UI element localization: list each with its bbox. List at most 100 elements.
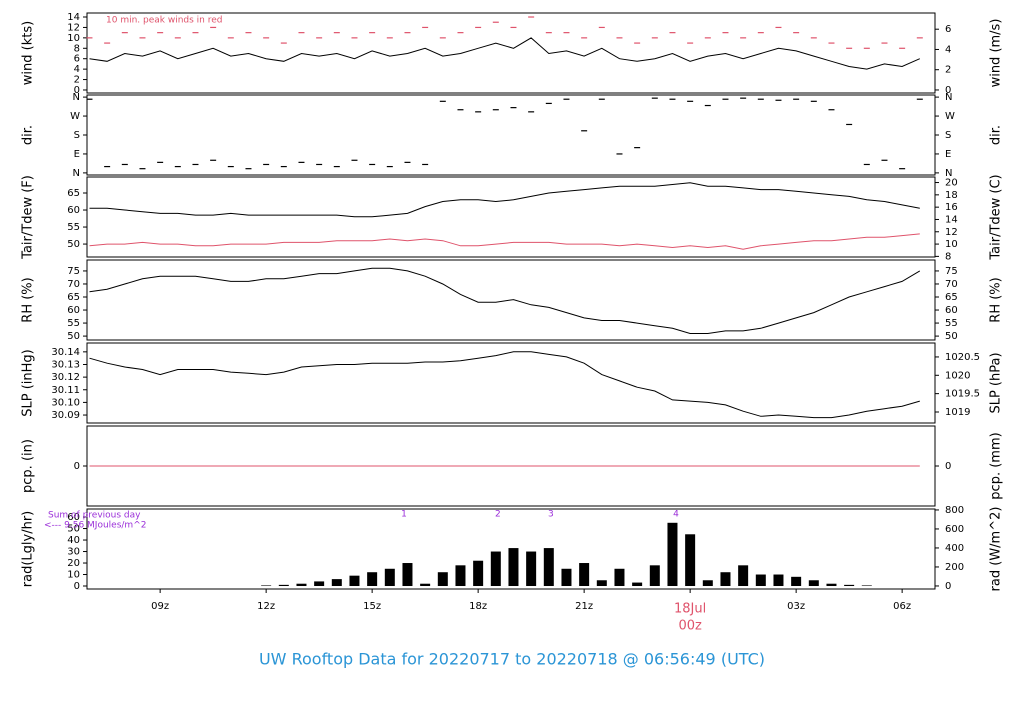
bar (702, 580, 713, 587)
y2-tick-label: 400 (945, 543, 964, 554)
bar (420, 583, 431, 587)
x-tick-label: 18z (469, 601, 487, 612)
y-tick-label: 75 (67, 266, 80, 277)
y-axis-label: wind (kts) (21, 21, 36, 85)
y2-axis-label: dir. (989, 125, 1004, 145)
sun-marker: 4 (673, 510, 679, 520)
y2-tick-label: E (945, 149, 951, 160)
y-tick-label: 70 (67, 279, 80, 290)
y2-tick-label: 14 (945, 214, 958, 225)
y2-tick-label: N (945, 168, 952, 179)
series-line (89, 182, 920, 218)
y2-tick-label: 1019.5 (945, 389, 980, 400)
bar (844, 584, 855, 587)
panel-frame (86, 12, 936, 94)
bar (296, 583, 307, 587)
y2-tick-label: 1019 (945, 407, 970, 418)
y-tick-label: 30 (67, 547, 80, 558)
y-tick-label: 30.10 (51, 397, 80, 408)
bar (490, 551, 501, 587)
y-tick-label: 50 (67, 524, 80, 535)
sum-label: Sum of previous day (48, 511, 141, 521)
y-tick-label: W (70, 111, 80, 122)
y2-tick-label: 10 (945, 239, 958, 250)
panel-frame (86, 508, 936, 590)
y2-tick-label: 55 (945, 318, 958, 329)
y-tick-label: 40 (67, 535, 80, 546)
bar (632, 582, 643, 587)
bar (808, 580, 819, 587)
bar (349, 575, 360, 587)
y-axis-label: RH (%) (21, 277, 36, 322)
y-tick-label: 60 (67, 205, 80, 216)
bar (861, 585, 872, 587)
y-tick-label: 4 (74, 64, 80, 75)
y2-tick-label: 0 (945, 581, 951, 592)
y-tick-label: 10 (67, 33, 80, 44)
bar (367, 572, 378, 587)
bar (384, 568, 395, 587)
bar (738, 565, 749, 587)
y-tick-label: 50 (67, 331, 80, 342)
y-tick-label: 65 (67, 188, 80, 199)
y2-axis-label: SLP (hPa) (989, 352, 1004, 413)
annotation: 10 min. peak winds in red (106, 16, 223, 26)
y-tick-label: 30.12 (51, 372, 80, 383)
y2-tick-label: 0 (945, 85, 951, 96)
y2-tick-label: 600 (945, 524, 964, 535)
panel-frame (86, 259, 936, 341)
y-tick-label: 30.09 (51, 410, 80, 421)
y2-tick-label: S (945, 130, 951, 141)
bar (773, 574, 784, 587)
y-tick-label: 10 (67, 570, 80, 581)
y2-tick-label: 6 (945, 24, 951, 35)
bar (667, 522, 678, 587)
y2-tick-label: 1020.5 (945, 352, 980, 363)
bar (685, 534, 696, 587)
y-tick-label: 0 (74, 85, 80, 96)
series-line (89, 351, 920, 419)
y2-tick-label: 16 (945, 202, 958, 213)
x-tick-label: 00z (678, 619, 702, 634)
y2-tick-label: 4 (945, 44, 951, 55)
bar (720, 572, 731, 587)
y-tick-label: 20 (67, 558, 80, 569)
sum-value: <--- 9.56 MJoules/m^2 (44, 521, 146, 531)
y-tick-label: 14 (67, 12, 80, 23)
bar (649, 565, 660, 587)
y2-tick-label: 8 (945, 251, 951, 262)
y-tick-label: 2 (74, 75, 80, 86)
bar (508, 548, 519, 587)
y2-axis-label: rad (W/m^2) (989, 507, 1004, 592)
y-tick-label: 8 (74, 43, 80, 54)
date-label: 18Jul (674, 602, 706, 617)
y-tick-label: 55 (67, 318, 80, 329)
bar (614, 568, 625, 587)
y2-tick-label: 75 (945, 266, 958, 277)
y-axis-label: pcp. (in) (21, 439, 36, 493)
y2-axis-label: wind (m/s) (989, 19, 1004, 88)
bar (596, 580, 607, 587)
bar (561, 568, 572, 587)
sun-marker: 3 (548, 510, 554, 520)
y2-tick-label: N (945, 92, 952, 103)
series-line (89, 233, 920, 250)
y-tick-label: 0 (74, 581, 80, 592)
y2-tick-label: 200 (945, 562, 964, 573)
y-tick-label: 50 (67, 239, 80, 250)
y2-tick-label: 18 (945, 190, 958, 201)
bar (261, 585, 272, 587)
bar (278, 584, 289, 587)
y2-tick-label: W (945, 111, 955, 122)
y-tick-label: S (74, 130, 80, 141)
bar (437, 572, 448, 587)
y2-axis-label: RH (%) (989, 277, 1004, 322)
x-tick-label: 06z (893, 601, 911, 612)
y-tick-label: N (73, 168, 80, 179)
panel-frame (86, 176, 936, 258)
bar (826, 583, 837, 587)
x-tick-label: 03z (787, 601, 805, 612)
y2-tick-label: 20 (945, 178, 958, 189)
y-tick-label: E (74, 149, 80, 160)
